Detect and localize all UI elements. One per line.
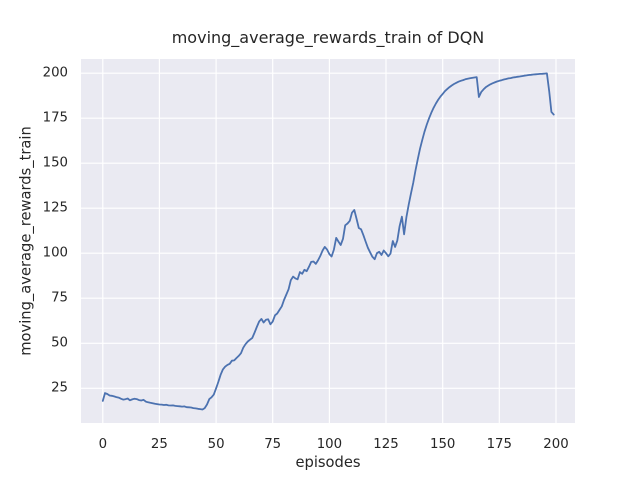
x-tick-label: 175 [486, 437, 512, 452]
y-tick-label: 175 [42, 110, 68, 126]
y-tick-label: 75 [51, 290, 68, 306]
x-tick-label: 100 [316, 437, 343, 452]
plot-background [81, 59, 575, 423]
series-line-dqn [101, 72, 555, 411]
x-tick-label: 0 [98, 437, 108, 452]
x-axis-label: episodes [295, 454, 361, 471]
y-tick-label: 125 [42, 200, 68, 216]
y-tick-label: 200 [42, 65, 68, 81]
x-tick-label: 50 [207, 437, 225, 452]
y-tick-label: 150 [42, 155, 68, 171]
y-tick-label: 100 [42, 245, 68, 261]
x-tick-label: 25 [150, 437, 168, 452]
y-tick-label: 50 [51, 335, 68, 351]
x-tick-label: 150 [429, 437, 456, 452]
y-axis-label: moving_average_rewards_train [17, 126, 35, 356]
x-tick-label: 200 [543, 437, 569, 452]
chart-title: moving_average_rewards_train of DQN [171, 28, 485, 47]
x-tick-label: 125 [373, 437, 399, 452]
x-tick-label: 75 [264, 437, 282, 452]
y-tick-label: 25 [51, 380, 68, 396]
